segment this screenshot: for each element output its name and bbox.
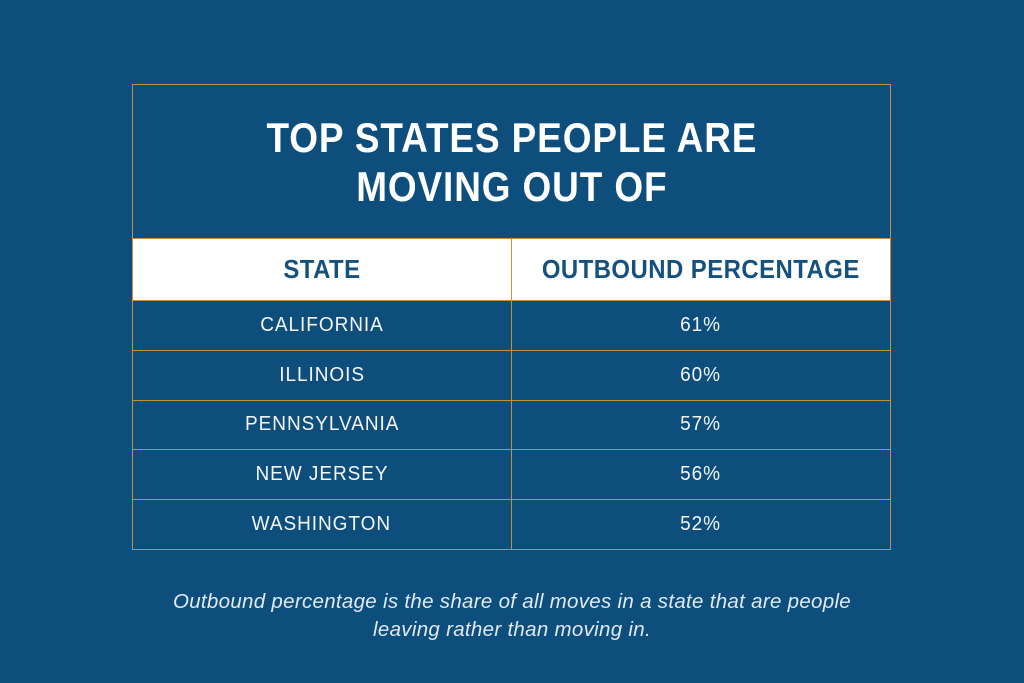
- table-body: CALIFORNIA 61% ILLINOIS 60% PENNSYLVANIA: [133, 301, 890, 549]
- table-row: NEW JERSEY 56%: [133, 450, 891, 501]
- table-title-line2: MOVING OUT OF: [355, 162, 668, 210]
- table-header-row: STATE OUTBOUND PERCENTAGE: [133, 238, 890, 301]
- outbound-value: 52%: [680, 513, 722, 536]
- outbound-value: 56%: [680, 463, 722, 486]
- table-title: TOP STATES PEOPLE ARE MOVING OUT OF: [133, 85, 890, 238]
- table-row: PENNSYLVANIA 57%: [133, 400, 891, 451]
- outbound-cell: 56%: [512, 450, 891, 499]
- outbound-cell: 60%: [512, 351, 891, 400]
- outbound-cell: 52%: [512, 500, 891, 549]
- state-value: ILLINOIS: [278, 363, 365, 386]
- table-row: WASHINGTON 52%: [133, 500, 890, 549]
- outbound-moves-table: TOP STATES PEOPLE ARE MOVING OUT OF STAT…: [132, 84, 891, 550]
- state-cell: CALIFORNIA: [133, 301, 512, 350]
- outbound-cell: 61%: [512, 301, 891, 350]
- footnote-line1: Outbound percentage is the share of all …: [172, 590, 852, 613]
- column-header-state: STATE: [133, 239, 512, 300]
- column-header-state-label: STATE: [283, 254, 361, 284]
- column-header-outbound-percentage-label: OUTBOUND PERCENTAGE: [541, 254, 860, 284]
- state-value: CALIFORNIA: [259, 313, 384, 336]
- column-header-outbound-percentage: OUTBOUND PERCENTAGE: [512, 239, 891, 300]
- state-value: PENNSYLVANIA: [244, 413, 399, 436]
- state-cell: NEW JERSEY: [133, 450, 512, 500]
- table-title-line1: TOP STATES PEOPLE ARE: [266, 113, 757, 161]
- outbound-value: 60%: [680, 363, 722, 386]
- outbound-cell: 57%: [512, 401, 891, 450]
- table-row: ILLINOIS 60%: [133, 350, 891, 401]
- outbound-value: 57%: [680, 413, 722, 436]
- state-cell: PENNSYLVANIA: [133, 400, 512, 450]
- state-cell: ILLINOIS: [133, 350, 512, 400]
- footnote-line2: leaving rather than moving in.: [373, 618, 651, 641]
- state-value: NEW JERSEY: [255, 463, 389, 486]
- footnote: Outbound percentage is the share of all …: [0, 588, 1024, 644]
- state-value: WASHINGTON: [252, 513, 392, 536]
- table-row: CALIFORNIA 61%: [133, 301, 890, 351]
- outbound-value: 61%: [680, 313, 722, 336]
- state-cell: WASHINGTON: [133, 500, 512, 549]
